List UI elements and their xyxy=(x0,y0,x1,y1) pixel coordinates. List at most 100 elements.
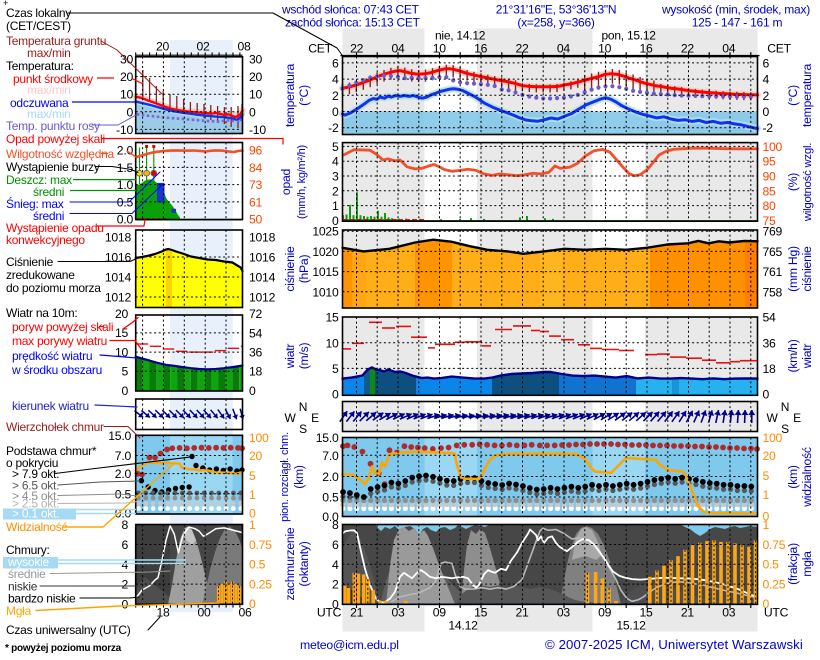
svg-text:E: E xyxy=(793,411,801,425)
svg-text:Podstawa chmur*: Podstawa chmur* xyxy=(6,444,97,458)
svg-text:ciśnienie: ciśnienie xyxy=(800,246,814,292)
svg-text:20: 20 xyxy=(249,70,263,84)
svg-text:4: 4 xyxy=(332,558,339,572)
svg-text:(x=258, y=366): (x=258, y=366) xyxy=(517,16,594,30)
svg-text:(km/h): (km/h) xyxy=(786,339,800,372)
svg-text:max/min: max/min xyxy=(27,107,71,121)
svg-text:1: 1 xyxy=(332,199,339,213)
svg-text:0: 0 xyxy=(249,597,256,611)
svg-text:0.25: 0.25 xyxy=(763,577,786,591)
svg-text:Wierzchołek chmur: Wierzchołek chmur xyxy=(6,420,104,434)
svg-text:wysokość (min, środek, max): wysokość (min, środek, max) xyxy=(661,3,810,17)
svg-text:04: 04 xyxy=(722,42,736,56)
svg-text:0.75: 0.75 xyxy=(249,538,272,552)
svg-text:09: 09 xyxy=(433,606,447,620)
svg-text:prędkość wiatru: prędkość wiatru xyxy=(12,349,92,363)
svg-text:758: 758 xyxy=(763,285,783,299)
svg-text:UTC: UTC xyxy=(764,606,789,620)
svg-text:> 2.5 okt.: > 2.5 okt. xyxy=(12,497,59,511)
svg-text:15.12: 15.12 xyxy=(616,619,646,633)
svg-text:2.0: 2.0 xyxy=(115,467,132,481)
svg-text:średni: średni xyxy=(33,209,64,223)
svg-text:02: 02 xyxy=(196,40,210,54)
svg-text:zredukowane: zredukowane xyxy=(6,268,75,282)
svg-text:0: 0 xyxy=(332,214,339,228)
svg-text:max/min: max/min xyxy=(27,46,71,60)
svg-text:widzialność: widzialność xyxy=(800,447,814,508)
svg-text:0: 0 xyxy=(763,510,770,524)
svg-text:04: 04 xyxy=(557,42,571,56)
svg-text:0: 0 xyxy=(249,507,256,521)
svg-text:1: 1 xyxy=(763,488,770,502)
svg-text:2: 2 xyxy=(763,89,770,103)
svg-text:opad: opad xyxy=(279,169,293,195)
svg-text:+: + xyxy=(3,0,8,8)
svg-text:10: 10 xyxy=(598,42,612,56)
svg-text:CET: CET xyxy=(308,42,332,56)
svg-text:21: 21 xyxy=(681,606,695,620)
svg-text:kierunek wiatru: kierunek wiatru xyxy=(12,399,89,413)
svg-text:20: 20 xyxy=(120,70,134,84)
svg-text:00: 00 xyxy=(197,606,211,620)
svg-text:N: N xyxy=(781,400,789,414)
svg-text:Widzialność: Widzialność xyxy=(6,520,68,534)
svg-text:84: 84 xyxy=(249,161,263,175)
svg-text:36: 36 xyxy=(249,345,263,359)
svg-text:2.0: 2.0 xyxy=(322,470,339,484)
svg-text:03: 03 xyxy=(391,606,405,620)
svg-text:20: 20 xyxy=(763,449,777,463)
svg-text:wschód słońca: 07:43 CET: wschód słońca: 07:43 CET xyxy=(281,3,420,17)
svg-text:761: 761 xyxy=(763,265,783,279)
svg-text:(°C): (°C) xyxy=(297,85,311,106)
svg-text:100: 100 xyxy=(763,140,783,154)
svg-text:mgła: mgła xyxy=(800,551,814,577)
svg-text:14.12: 14.12 xyxy=(448,619,478,633)
svg-text:> 6.5 okt.: > 6.5 okt. xyxy=(12,479,59,493)
svg-text:> 4.5 okt.: > 4.5 okt. xyxy=(12,489,59,503)
svg-text:Mgła: Mgła xyxy=(6,604,32,618)
svg-text:1: 1 xyxy=(249,518,256,532)
svg-text:wilgotność wzgl.: wilgotność wzgl. xyxy=(802,143,814,222)
svg-text:15.0: 15.0 xyxy=(316,431,339,445)
svg-text:UTC: UTC xyxy=(317,606,342,620)
svg-text:1018: 1018 xyxy=(105,231,132,245)
svg-text:0: 0 xyxy=(249,384,256,398)
svg-text:4: 4 xyxy=(121,558,128,572)
svg-text:1012: 1012 xyxy=(105,291,132,305)
svg-text:S: S xyxy=(299,422,307,436)
svg-text:pion. rozciągł. chm.: pion. rozciągł. chm. xyxy=(279,432,291,522)
svg-text:21: 21 xyxy=(515,606,529,620)
svg-text:wiatr: wiatr xyxy=(283,344,297,370)
svg-text:20: 20 xyxy=(249,449,263,463)
svg-text:8: 8 xyxy=(332,518,339,532)
svg-text:4: 4 xyxy=(332,155,339,169)
svg-text:średni: średni xyxy=(33,185,64,199)
svg-text:W: W xyxy=(284,411,296,425)
svg-text:> 7.9 okt.: > 7.9 okt. xyxy=(12,467,59,481)
svg-text:Śnieg: max: Śnieg: max xyxy=(6,196,64,211)
svg-text:4: 4 xyxy=(332,73,339,87)
svg-text:10: 10 xyxy=(433,42,447,56)
svg-text:18: 18 xyxy=(156,606,170,620)
svg-text:5: 5 xyxy=(763,469,770,483)
svg-text:20: 20 xyxy=(156,40,170,54)
svg-text:04: 04 xyxy=(391,42,405,56)
svg-text:50: 50 xyxy=(249,213,263,227)
svg-text:> 0.1 okt.: > 0.1 okt. xyxy=(12,506,59,520)
svg-text:0: 0 xyxy=(121,384,128,398)
svg-text:1020: 1020 xyxy=(312,245,339,259)
svg-text:90: 90 xyxy=(763,170,777,184)
svg-text:konwekcyjnego: konwekcyjnego xyxy=(6,233,85,247)
svg-text:1016: 1016 xyxy=(105,251,132,265)
svg-text:5: 5 xyxy=(121,365,128,379)
svg-text:temperatura: temperatura xyxy=(800,64,814,127)
svg-text:(hPa): (hPa) xyxy=(297,255,311,284)
svg-text:(mm Hg): (mm Hg) xyxy=(786,246,800,292)
svg-text:punkt środkowy: punkt środkowy xyxy=(13,72,93,86)
svg-text:21: 21 xyxy=(350,606,364,620)
svg-text:S: S xyxy=(781,422,789,436)
svg-text:Wystąpienie burzy: Wystąpienie burzy xyxy=(6,160,100,174)
svg-text:wiatr: wiatr xyxy=(800,344,814,370)
svg-text:o pokryciu: o pokryciu xyxy=(6,456,58,470)
svg-text:03: 03 xyxy=(722,606,736,620)
